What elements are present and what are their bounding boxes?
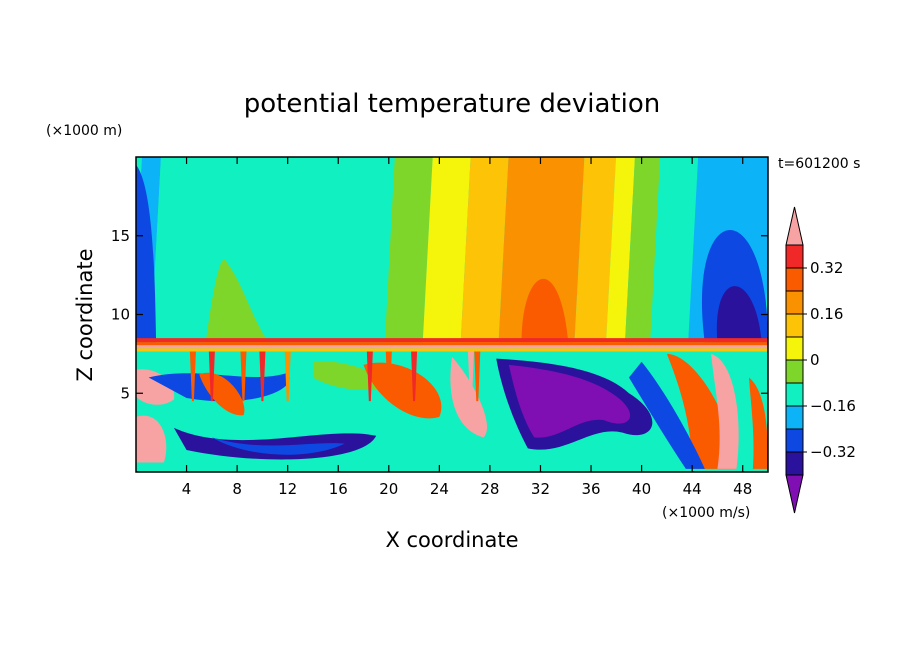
upper-band [624, 157, 661, 343]
colorbar-swatch [785, 267, 804, 292]
upper-band [384, 157, 433, 343]
colorbar-swatch [785, 313, 804, 338]
contour-blob [363, 362, 442, 419]
contour-blob [136, 415, 167, 463]
warm-core [521, 278, 569, 343]
x-tick-label: 44 [683, 480, 702, 498]
x-tick-label: 20 [379, 480, 398, 498]
time-label: t=601200 s [778, 156, 860, 172]
colorbar-swatch [785, 244, 804, 269]
x-tick-label: 24 [430, 480, 449, 498]
contour-blob [749, 377, 768, 469]
inversion-stripe [136, 342, 768, 346]
colorbar-swatch [785, 451, 804, 476]
x-tick-label: 16 [329, 480, 348, 498]
streak [189, 351, 196, 402]
chart-title: potential temperature deviation [244, 89, 660, 119]
x-tick-label: 32 [531, 480, 550, 498]
x-tick-label: 4 [182, 480, 192, 498]
x-tick-label: 36 [581, 480, 600, 498]
y-tick-label: 10 [111, 306, 130, 324]
colorbar-label: 0 [810, 351, 820, 369]
inversion-stripe [136, 338, 768, 343]
upper-band [460, 157, 509, 343]
upper-band [422, 157, 471, 343]
streak [208, 351, 215, 402]
contour-blob [508, 364, 631, 438]
streak [467, 351, 474, 402]
streak [284, 351, 291, 402]
colorbar-label: 0.16 [810, 305, 843, 323]
colorbar-label: −0.16 [810, 397, 856, 415]
streak [474, 351, 481, 402]
colorbar-max-arrow [785, 206, 804, 246]
contour-blob [711, 353, 739, 469]
streak [259, 351, 266, 402]
x-tick-label: 12 [278, 480, 297, 498]
upper-band [606, 157, 635, 343]
colorbar-swatch [785, 359, 804, 384]
upper-band [498, 157, 585, 343]
x-axis: 4 8 12 16 20 24 28 32 36 40 44 48 [182, 157, 752, 498]
x-unit-label: (×1000 m/s) [662, 505, 750, 521]
contour-blob [628, 361, 705, 469]
colorbar-swatch [785, 405, 804, 430]
colorbar-label: −0.32 [810, 443, 856, 461]
colorbar-swatch [785, 336, 804, 361]
y-tick-label: 15 [111, 227, 130, 245]
y-axis-label: Z coordinate [73, 248, 97, 381]
x-axis-label: X coordinate [385, 528, 518, 552]
colorbar-swatch [785, 382, 804, 407]
colorbar: 0.32 0.16 0 −0.16 −0.32 [785, 206, 856, 514]
x-tick-label: 28 [480, 480, 499, 498]
colorbar-swatch [785, 428, 804, 453]
upper-plume [205, 259, 269, 343]
colorbar-label: 0.32 [810, 259, 843, 277]
colorbar-min-arrow [785, 474, 804, 514]
y-unit-label: (×1000 m) [46, 123, 122, 139]
streak [366, 351, 373, 402]
inversion-stripe [136, 345, 768, 349]
contour-blob [173, 427, 377, 460]
colorbar-swatch [785, 290, 804, 315]
streak [385, 351, 392, 402]
contour-blob [450, 357, 488, 438]
y-axis: 5 10 15 [111, 227, 768, 402]
y-tick-label: 5 [120, 384, 130, 402]
upper-band [650, 157, 699, 343]
upper-band [574, 157, 616, 343]
edge-cool [136, 164, 157, 343]
contour-blob [211, 437, 345, 455]
streak [240, 351, 247, 402]
cool-core-inner [716, 286, 762, 343]
upper-band [150, 157, 395, 343]
x-tick-label: 8 [232, 480, 242, 498]
inversion-stripe [136, 348, 768, 352]
contour-field [136, 157, 768, 472]
x-tick-label: 40 [632, 480, 651, 498]
x-tick-label: 48 [733, 480, 752, 498]
streak [411, 351, 418, 402]
contour-blob [666, 353, 737, 469]
